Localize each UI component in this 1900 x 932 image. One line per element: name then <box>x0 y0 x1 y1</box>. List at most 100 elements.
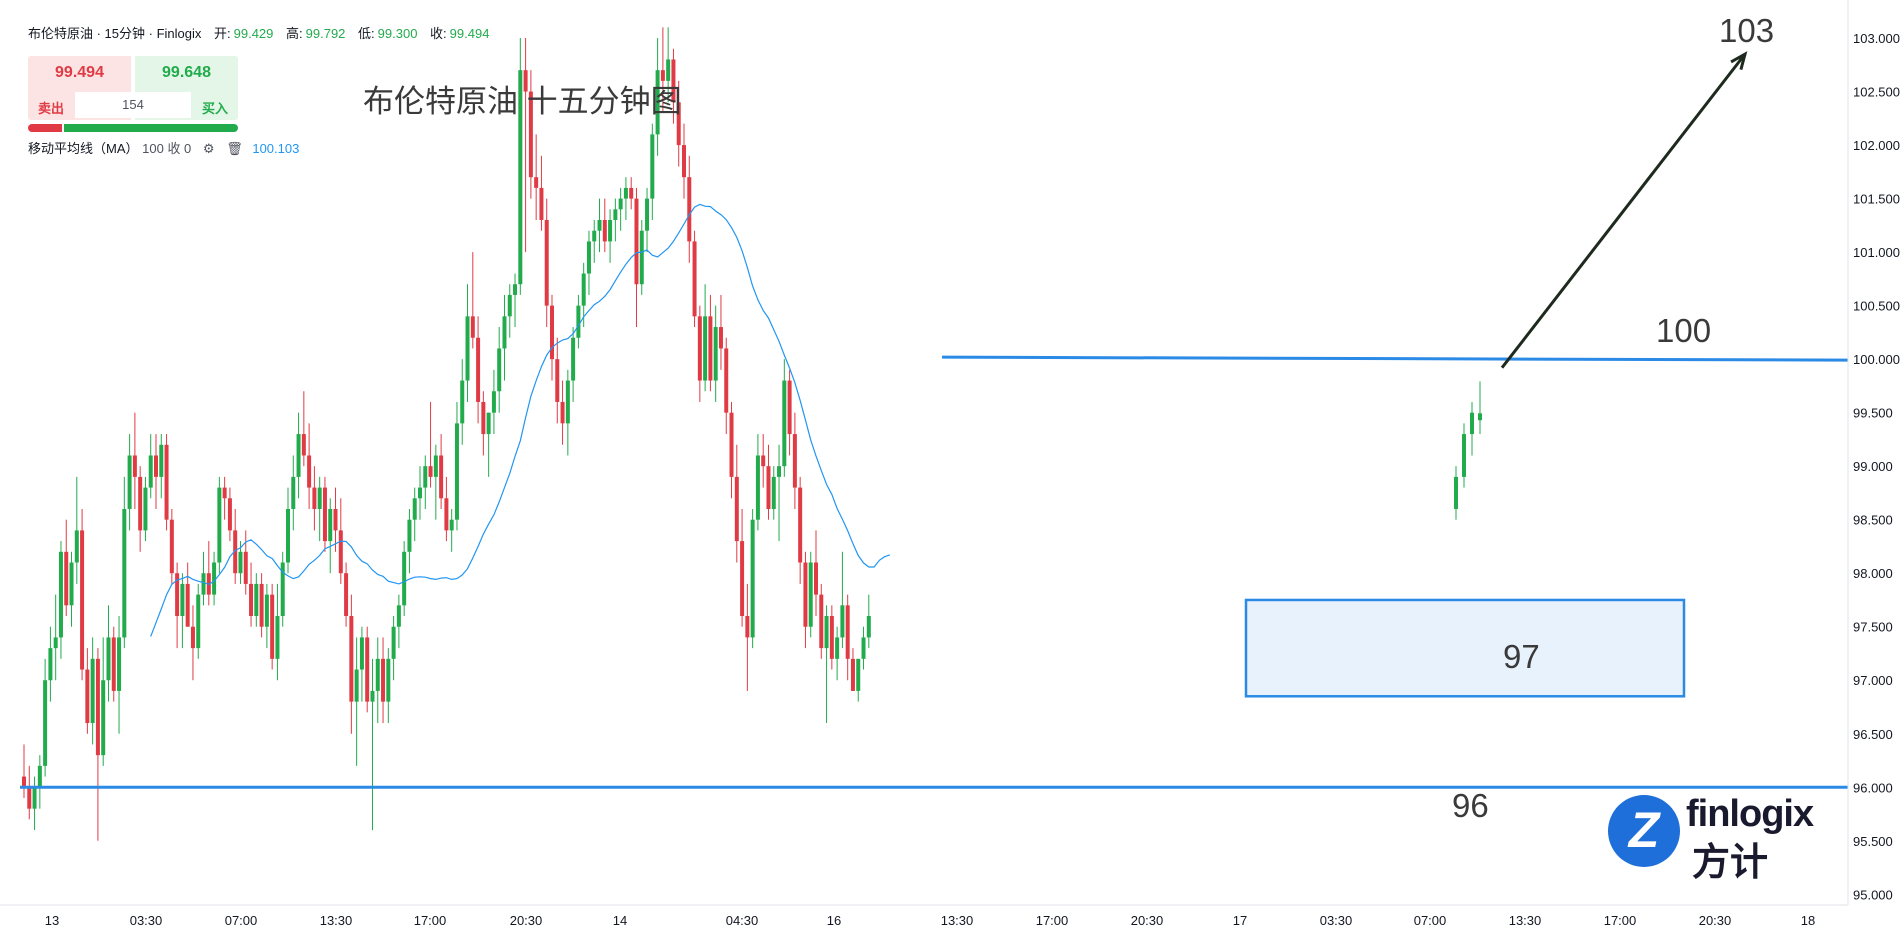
candle-body <box>518 70 523 285</box>
candle-body <box>122 508 127 638</box>
candle-body <box>169 519 174 574</box>
candle-body <box>513 284 518 295</box>
candle-body <box>423 466 428 488</box>
buy-price[interactable]: 99.648 <box>162 64 211 81</box>
time-tick-label: 16 <box>827 913 841 928</box>
candle-body <box>745 616 750 638</box>
time-tick-label: 13:30 <box>320 913 353 928</box>
price-tick-label: 98.000 <box>1853 566 1893 581</box>
target-arrow-shaft <box>1500 53 1747 369</box>
price-tick-label: 96.500 <box>1853 727 1893 742</box>
support-zone-box <box>1244 598 1686 698</box>
price-tick-label: 100.500 <box>1853 299 1900 314</box>
candle-body <box>729 412 734 477</box>
candle-body <box>829 616 834 659</box>
candle-body <box>491 391 496 413</box>
candle-body <box>565 380 570 424</box>
candle-body <box>375 658 380 691</box>
chart-header: 布伦特原油 · 15分钟 · Finlogix 开: 99.429 高: 99.79… <box>28 23 489 42</box>
candle-body <box>481 401 486 435</box>
candle-body <box>386 658 391 702</box>
candle-body <box>90 658 95 724</box>
candle-body <box>190 626 195 649</box>
low-label: 低: <box>358 26 375 41</box>
candle-body <box>433 455 438 477</box>
candle-body <box>523 70 528 92</box>
open-label: 开: <box>214 26 231 41</box>
candle-body <box>196 594 201 649</box>
buy-sentiment-bar <box>64 124 238 132</box>
candle-body <box>238 551 243 574</box>
candle-body <box>344 573 349 617</box>
indicator-legend[interactable]: 移动平均线（MA） 100 收 0 ⚙ 🗑 100.103 <box>28 138 299 157</box>
candle-body <box>782 380 787 467</box>
candle-body <box>95 658 100 756</box>
candle-body <box>687 177 692 242</box>
logo-name-en: finlogix <box>1686 793 1814 835</box>
indicator-value: 100.103 <box>252 141 300 156</box>
candle-body <box>534 177 539 188</box>
trash-icon[interactable]: 🗑 <box>226 141 243 156</box>
target-arrow <box>1500 51 1748 369</box>
candle-body <box>550 305 554 360</box>
sell-label[interactable]: 卖出 <box>38 101 65 116</box>
candle-body <box>734 476 739 542</box>
low-value: 99.300 <box>377 26 418 41</box>
candle-body <box>539 187 544 221</box>
candle-body <box>497 348 502 392</box>
candlestick-series <box>22 27 1482 841</box>
resistance-label: 100 <box>1656 312 1711 349</box>
candle-body <box>861 637 866 659</box>
candle-body <box>629 187 634 199</box>
candle-body <box>650 134 655 199</box>
candle-body <box>111 637 116 691</box>
time-tick-label: 20:30 <box>1699 913 1732 928</box>
sell-price[interactable]: 99.494 <box>55 64 104 81</box>
time-tick-label: 13:30 <box>941 913 974 928</box>
candle-body <box>692 241 697 317</box>
sell-sentiment-bar <box>28 124 62 132</box>
target-label: 103 <box>1719 12 1774 49</box>
finlogix-z-logo-icon <box>1608 795 1680 867</box>
candle-body <box>576 305 581 338</box>
chart-overlay-title: 布伦特原油 十五分钟图 <box>363 84 682 119</box>
indicator-params: 100 收 0 <box>142 141 192 156</box>
time-axis: 13 03:30 07:00 13:30 17:00 20:30 14 04:30 16 13:3… <box>0 904 1848 928</box>
symbol-line: 布伦特原油 · 15分钟 · Finlogix <box>28 26 202 41</box>
time-tick-label: 07:00 <box>1414 913 1447 928</box>
candle-body <box>359 637 364 670</box>
candle-body <box>254 583 259 617</box>
candle-body <box>866 616 871 638</box>
buy-label[interactable]: 买入 <box>202 101 229 116</box>
support-zone-label: 97 <box>1503 638 1540 675</box>
candle-body <box>755 455 760 520</box>
candle-body <box>391 626 396 659</box>
candle-body <box>201 573 206 595</box>
high-value: 99.792 <box>305 26 346 41</box>
candle-body <box>64 551 69 606</box>
candle-body <box>396 605 401 627</box>
candle-body <box>608 220 613 242</box>
candle-body <box>117 637 122 691</box>
candle-body <box>138 476 143 531</box>
candle-body <box>449 519 454 531</box>
candle-body <box>555 359 560 402</box>
gear-icon[interactable]: ⚙ <box>202 141 215 156</box>
candle-body <box>27 787 32 809</box>
candle-body <box>58 551 63 638</box>
price-tick-label: 96.000 <box>1853 780 1893 795</box>
price-tick-label: 99.000 <box>1853 459 1893 474</box>
price-tick-label: 95.500 <box>1853 834 1893 849</box>
horizontal-levels <box>20 355 1849 789</box>
candle-body <box>824 616 829 649</box>
open-value: 99.429 <box>233 26 274 41</box>
candle-body <box>819 594 824 649</box>
candle-body <box>338 530 343 574</box>
time-tick-label: 03:30 <box>130 913 163 928</box>
candle-body <box>212 562 217 595</box>
candle-body <box>808 562 813 627</box>
candle-body <box>502 316 507 349</box>
moving-average-path <box>150 203 891 637</box>
candle-body <box>544 220 549 306</box>
